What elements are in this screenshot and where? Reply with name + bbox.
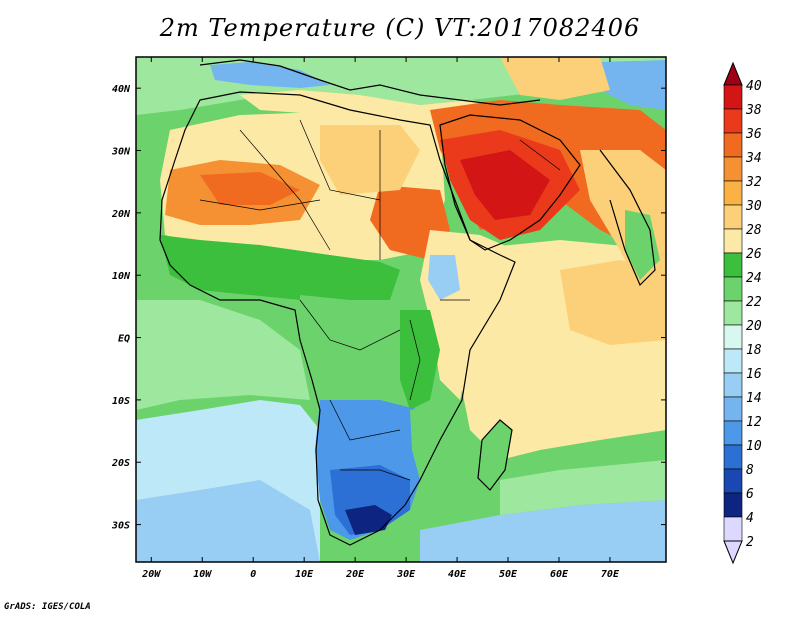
europe-coastline (199, 59, 541, 106)
colorbar-bottom-arrow (723, 540, 743, 565)
lon-tick-label: 30E (396, 569, 416, 580)
colorbar-swatch (723, 228, 743, 254)
colorbar-label: 36 (745, 127, 762, 142)
lesotho-coldest (345, 505, 392, 535)
colorbar-label: 34 (745, 151, 762, 166)
colorbar-label: 20 (746, 319, 762, 334)
colorbar-swatch (723, 204, 743, 230)
lon-tick-label: 10E (295, 569, 314, 580)
south-atlantic-cooler (136, 480, 320, 562)
arabia-coastline (439, 114, 581, 251)
sahara-hot-core (200, 172, 300, 205)
south-indian-band (500, 460, 666, 515)
colorbar-label: 24 (746, 271, 762, 286)
colorbar-swatch (723, 444, 743, 470)
lat-tick-label: 10S (112, 396, 130, 407)
west-africa-green (160, 235, 400, 305)
near-east-warm (500, 57, 610, 100)
plot-frame (135, 56, 667, 563)
lon-tick-label: 20W (141, 569, 161, 580)
india-coastline (599, 149, 656, 287)
africa-coastline (159, 91, 516, 546)
lat-tick-label: 10N (112, 271, 131, 282)
india-green (625, 210, 660, 280)
temperature-field (136, 57, 666, 562)
colorbar-label: 32 (745, 175, 762, 190)
colorbar-label: 14 (746, 391, 762, 406)
mozambique-green (410, 405, 445, 480)
colorbar-label: 30 (745, 199, 762, 214)
colorbar-swatch (723, 156, 743, 182)
lat-tick-label: 30S (111, 521, 130, 532)
country-borders (199, 119, 561, 481)
colorbar-label: 40 (746, 79, 762, 94)
colorbar-swatch (723, 132, 743, 158)
lat-tick-label: 30N (111, 147, 131, 158)
lon-tick-label: 40E (448, 569, 467, 580)
coastlines (159, 59, 656, 546)
colorbar-label: 22 (746, 295, 762, 310)
colorbar-swatch (723, 396, 743, 422)
colorbar-swatch (723, 420, 743, 446)
libya-warm (320, 125, 420, 195)
ethiopia-cool (428, 255, 460, 300)
colorbar-swatch (723, 372, 743, 398)
madagascar (478, 420, 512, 490)
lat-tick-label: 20N (111, 209, 131, 220)
lon-tick-label: 60E (550, 569, 569, 580)
colorbar-swatch (723, 300, 743, 326)
colorbar-top-arrow (723, 61, 743, 86)
colorbar: 40 38 36 34 32 30 28 26 24 22 20 18 16 14 12 10 8 6 4 2 (723, 61, 762, 565)
colorbar-label: 4 (746, 511, 754, 526)
colorbar-label: 10 (746, 439, 762, 454)
lon-tick-label: 10W (193, 569, 212, 580)
colorbar-label: 8 (746, 463, 754, 478)
lat-tick-label: 40N (112, 84, 131, 95)
colorbar-label: 26 (746, 247, 762, 262)
colorbar-label: 6 (746, 487, 754, 502)
lat-tick-label: 20S (111, 458, 130, 469)
colorbar-swatch (723, 468, 743, 494)
europe-mountains (210, 62, 330, 88)
south-indian-cool (420, 500, 666, 562)
arabia-core (460, 150, 550, 220)
colorbar-label: 28 (746, 223, 762, 238)
colorbar-label: 38 (745, 103, 762, 118)
lon-tick-label: 0 (250, 569, 256, 580)
colorbar-swatch (723, 108, 743, 134)
colorbar-swatch (723, 180, 743, 206)
map-title: 2m Temperature (C) VT:2017082406 (159, 14, 641, 42)
atlantic-tropical-light (136, 300, 310, 410)
colorbar-label: 16 (746, 367, 762, 382)
grads-credit: GrADS: IGES/COLA (4, 602, 91, 612)
longitude-ticks: 20W 10W 0 10E 20E 30E 40E 50E 60E 70E (141, 57, 620, 580)
colorbar-swatch (723, 84, 743, 110)
madagascar-coastline (477, 419, 513, 491)
lon-tick-label: 50E (499, 569, 518, 580)
colorbar-swatch (723, 348, 743, 374)
colorbar-swatch (723, 516, 743, 542)
lon-tick-label: 70E (601, 569, 620, 580)
colorbar-label: 2 (746, 535, 754, 550)
colorbar-swatch (723, 276, 743, 302)
lon-tick-label: 20E (345, 569, 365, 580)
asia-mountains (600, 60, 666, 110)
colorbar-label: 12 (746, 415, 762, 430)
colorbar-swatch (723, 324, 743, 350)
latitude-ticks: 40N 30N 20N 10N EQ 10S 20S 30S (111, 84, 666, 532)
colorbar-swatch (723, 252, 743, 278)
lat-tick-label: EQ (118, 334, 130, 345)
colorbar-swatch (723, 492, 743, 518)
colorbar-label: 18 (746, 343, 762, 358)
